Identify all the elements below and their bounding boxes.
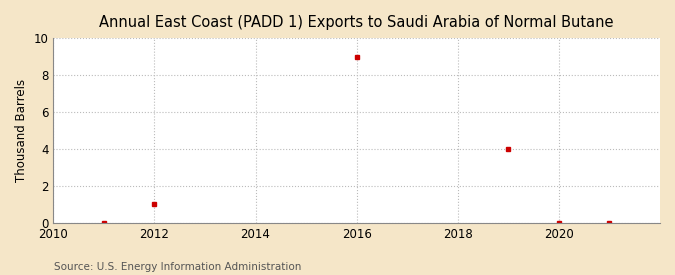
Y-axis label: Thousand Barrels: Thousand Barrels bbox=[15, 79, 28, 182]
Text: Source: U.S. Energy Information Administration: Source: U.S. Energy Information Administ… bbox=[54, 262, 301, 272]
Title: Annual East Coast (PADD 1) Exports to Saudi Arabia of Normal Butane: Annual East Coast (PADD 1) Exports to Sa… bbox=[99, 15, 614, 30]
